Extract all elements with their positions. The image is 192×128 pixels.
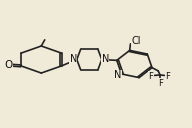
Text: N: N bbox=[114, 70, 121, 80]
Text: F: F bbox=[148, 72, 153, 81]
Text: F: F bbox=[165, 72, 170, 81]
Text: O: O bbox=[5, 60, 13, 70]
Text: N: N bbox=[102, 54, 109, 64]
Text: N: N bbox=[70, 54, 77, 64]
Text: F: F bbox=[158, 79, 162, 88]
Text: Cl: Cl bbox=[132, 36, 141, 46]
